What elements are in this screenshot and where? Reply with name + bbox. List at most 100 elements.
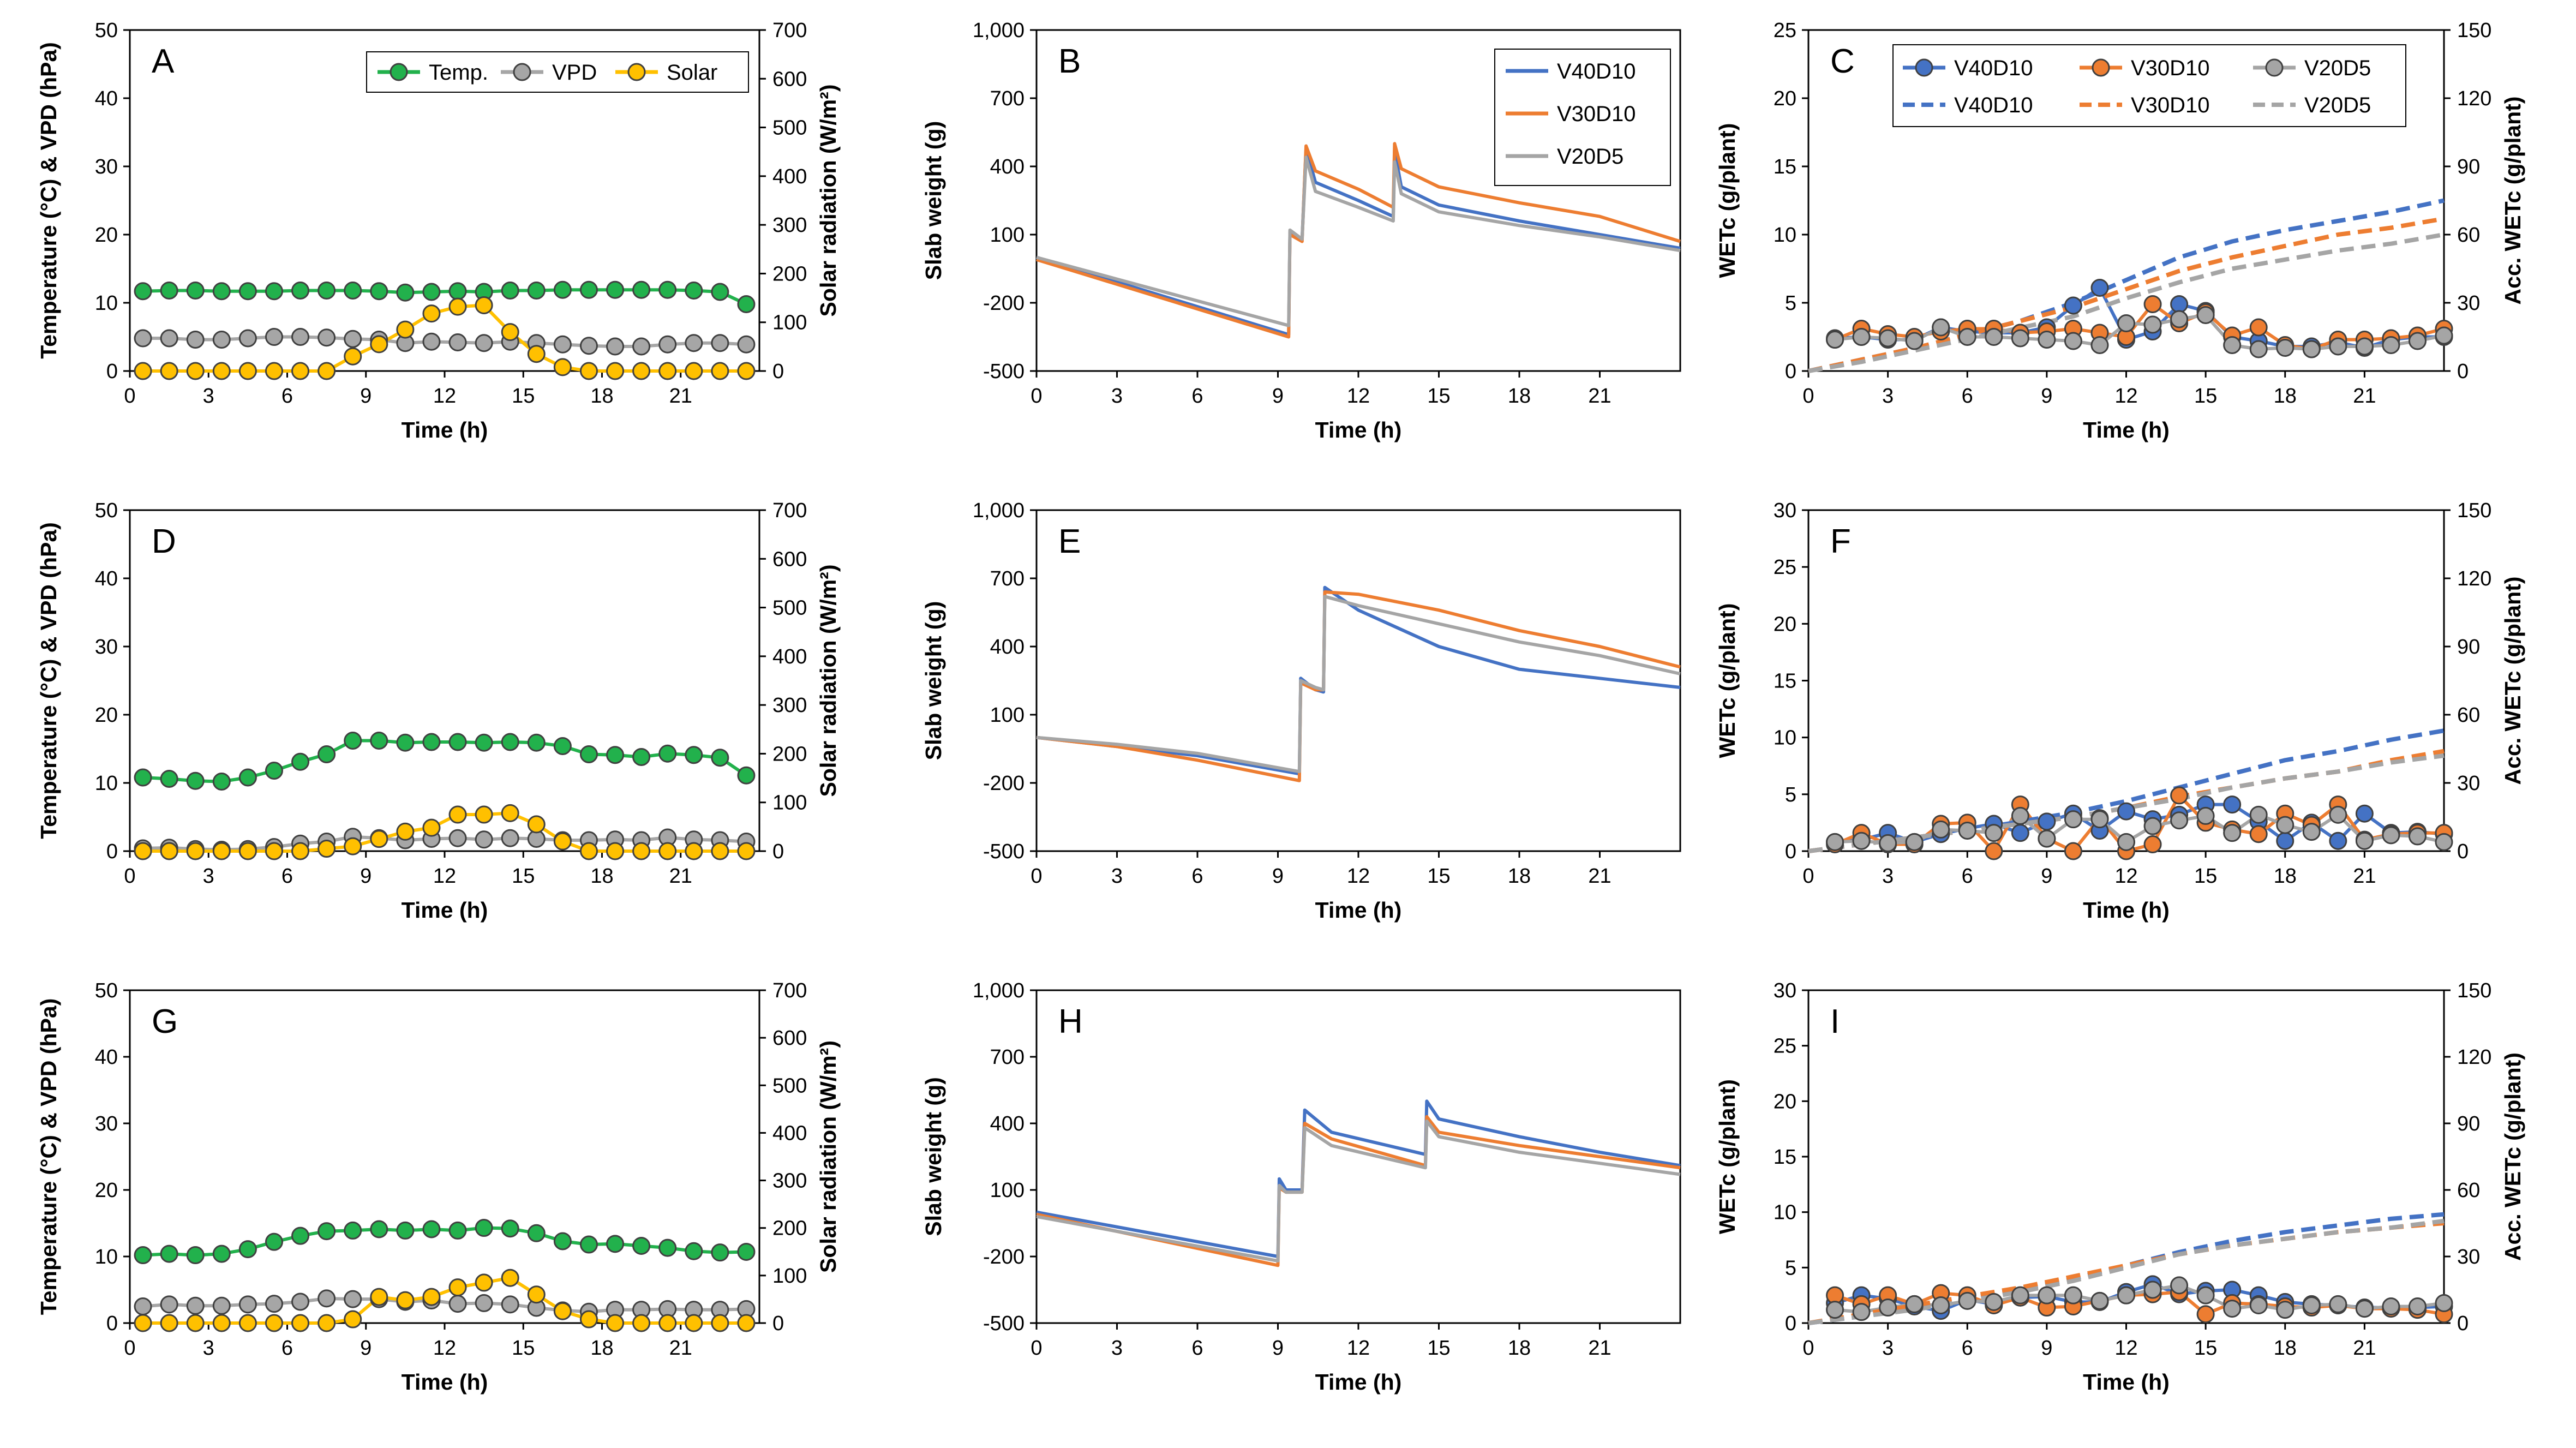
data-point-temp	[396, 283, 415, 302]
data-point-V20D5	[2276, 1301, 2295, 1319]
x-tick-label: 12	[2114, 865, 2137, 888]
chart-panel-A: 0 3 6 9 12 15 18 21 Time (h) 0 10 20 30 40 50 Temperatu…	[36, 19, 841, 442]
data-point-V20D5	[2196, 1286, 2215, 1305]
x-tick-label: 9	[2041, 865, 2052, 888]
legend-entry-V40D10: V40D10	[1506, 59, 1636, 83]
legend-marker	[627, 63, 646, 81]
data-point-solar	[134, 1314, 152, 1332]
data-point-temp	[238, 768, 257, 787]
x-tick-label: 21	[669, 865, 692, 888]
data-point-vpd	[475, 334, 493, 352]
series-line-V20D5-accumulated	[1808, 753, 2445, 853]
y-tick-label: 400	[990, 636, 1025, 659]
y-axis-title: Slab weight (g)	[921, 121, 946, 280]
data-point-solar	[238, 842, 257, 860]
x-tick-label: 6	[281, 385, 293, 408]
y-tick-label: 10	[95, 292, 118, 315]
data-point-vpd	[291, 328, 310, 346]
data-point-solar	[658, 842, 677, 860]
legend-label: Temp.	[429, 61, 488, 85]
x-tick-label: 18	[2274, 385, 2297, 408]
data-point-solar	[186, 842, 205, 860]
data-point-solar	[501, 1269, 519, 1287]
data-point-vpd	[186, 1296, 205, 1315]
x-tick-label: 21	[1588, 865, 1611, 888]
data-point-temp	[711, 283, 729, 301]
y2-tick-label: 500	[772, 117, 807, 140]
y-axis-title: Slab weight (g)	[921, 1077, 946, 1236]
x-tick-label: 6	[1191, 385, 1203, 408]
data-point-V20D5	[2435, 326, 2453, 345]
data-point-V20D5	[2435, 1294, 2453, 1312]
data-point-vpd	[475, 1294, 493, 1312]
x-tick-label: 15	[2194, 865, 2217, 888]
legend-label: VPD	[552, 61, 597, 85]
data-point-solar	[238, 1314, 257, 1332]
data-point-V20D5	[2011, 1286, 2029, 1305]
data-point-solar	[527, 1285, 546, 1304]
x-tick-label: 0	[1802, 1337, 1814, 1360]
data-point-temp	[160, 770, 178, 788]
data-point-vpd	[238, 1295, 257, 1314]
y-tick-label: 40	[95, 567, 118, 590]
y-tick-label: 5	[1785, 1256, 1796, 1279]
x-tick-label: 12	[433, 1337, 456, 1360]
data-point-vpd	[685, 334, 703, 352]
chart-panel-I: 0 3 6 9 12 15 18 21 Time (h) 0 5 10 15 20 25 30 WETc (g/…	[1715, 979, 2525, 1395]
legend-marker	[390, 63, 408, 81]
x-tick-label: 12	[1347, 385, 1370, 408]
x-axis-title: Time (h)	[1315, 1369, 1402, 1395]
x-tick-label: 18	[1508, 865, 1531, 888]
x-tick-label: 9	[2041, 1337, 2052, 1360]
data-point-V20D5	[2011, 806, 2029, 825]
data-point-V30D10	[1985, 842, 2003, 860]
data-point-temp	[396, 1221, 415, 1240]
data-point-temp	[448, 733, 467, 751]
data-point-solar	[265, 362, 283, 380]
data-point-temp	[212, 773, 231, 791]
data-point-vpd	[134, 1297, 152, 1315]
y2-tick-label: 0	[772, 840, 784, 863]
data-point-vpd	[606, 337, 625, 356]
y2-tick-label: 60	[2457, 1179, 2480, 1202]
y2-tick-label: 300	[772, 694, 807, 717]
series-line-V30D10-accumulated	[1808, 1221, 2445, 1325]
legend-marker	[513, 63, 531, 81]
data-point-temp	[160, 1244, 178, 1263]
data-point-V20D5	[2038, 829, 2056, 848]
data-point-temp	[186, 771, 205, 790]
data-point-V20D5	[1852, 831, 1871, 850]
y-tick-label: 20	[95, 704, 118, 727]
series-line-vpd	[143, 335, 747, 348]
y2-tick-label: 90	[2457, 155, 2480, 178]
y-tick-label: 100	[990, 1179, 1025, 1202]
data-point-solar	[448, 297, 467, 316]
y-tick-label: 25	[1774, 19, 1796, 42]
data-point-V20D5	[1985, 328, 2003, 346]
y-axis-title: Temperature (°C) & VPD (hPa)	[36, 42, 61, 359]
data-point-solar	[448, 805, 467, 824]
data-point-V20D5	[1958, 328, 1976, 346]
y-tick-label: 100	[990, 224, 1025, 247]
y2-tick-label: 100	[772, 312, 807, 334]
data-point-solar	[737, 842, 756, 860]
chart-panel-D: 0 3 6 9 12 15 18 21 Time (h) 0 10 20 30 40 50 Temperatu…	[36, 499, 841, 923]
data-point-V20D5	[2143, 315, 2162, 334]
y-tick-label: 25	[1774, 1035, 1796, 1058]
data-point-V20D5	[2223, 824, 2242, 842]
y2-tick-label: 700	[772, 19, 807, 42]
data-point-V20D5	[2382, 826, 2400, 845]
data-point-V20D5	[2038, 331, 2056, 349]
data-point-solar	[265, 1314, 283, 1332]
y-tick-label: -200	[983, 1246, 1025, 1269]
data-point-V40D10	[2223, 795, 2242, 814]
y2-tick-label: 300	[772, 214, 807, 237]
x-tick-label: 12	[1347, 865, 1370, 888]
y-tick-label: 30	[95, 155, 118, 178]
y-tick-label: -500	[983, 360, 1025, 383]
y2-tick-label: 120	[2457, 87, 2491, 110]
data-point-V20D5	[2223, 1300, 2242, 1318]
series-line-V20D5	[1036, 155, 1681, 327]
data-point-V20D5	[2117, 833, 2135, 851]
x-axis-title: Time (h)	[1315, 417, 1402, 442]
